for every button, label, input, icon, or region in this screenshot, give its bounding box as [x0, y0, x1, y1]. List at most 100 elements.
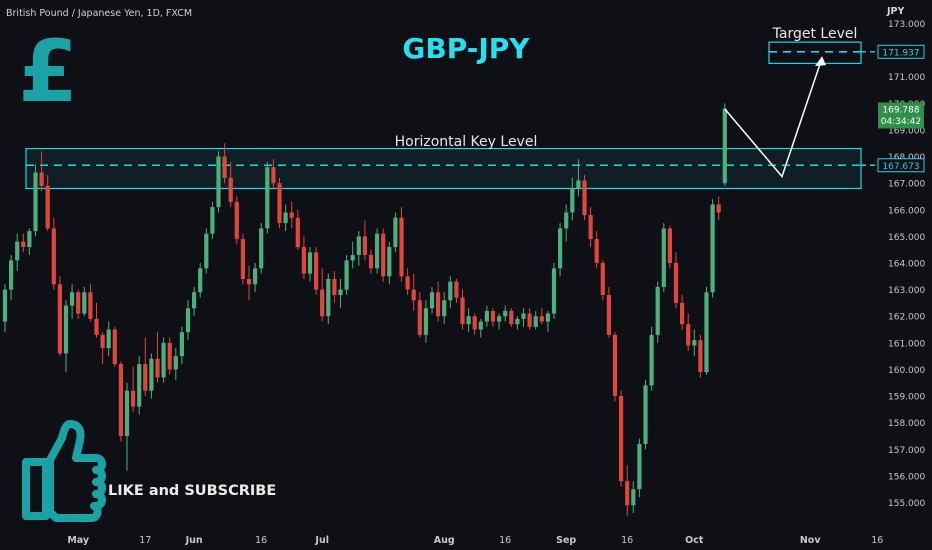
- candle-body: [332, 278, 337, 295]
- candle-body: [551, 268, 557, 314]
- candle-body: [399, 217, 404, 277]
- candle-body: [692, 340, 697, 346]
- price-tick-label: 162.000: [888, 313, 925, 323]
- candle-body: [228, 177, 233, 202]
- candle-body: [265, 167, 270, 229]
- candle-body: [698, 340, 703, 373]
- time-tick-label: Sep: [556, 535, 576, 546]
- candle-body: [112, 329, 117, 365]
- candle-body: [576, 180, 581, 189]
- candle-body: [429, 292, 435, 309]
- candle-body: [106, 329, 111, 349]
- candle-body: [246, 278, 252, 285]
- time-tick-label: Oct: [685, 535, 704, 546]
- candle-body: [185, 308, 191, 333]
- candle-body: [521, 313, 526, 319]
- candle-body: [478, 321, 483, 330]
- svg-text:£: £: [18, 22, 78, 122]
- candle-body: [326, 278, 331, 317]
- candle-body: [448, 281, 453, 301]
- price-tick-label: 157.000: [888, 446, 925, 456]
- price-tick-label: 169.000: [888, 126, 925, 136]
- price-tick-label: 158.000: [888, 419, 925, 429]
- candle-body: [631, 489, 636, 506]
- candle-body: [503, 310, 508, 317]
- candle-body: [320, 289, 325, 317]
- candle-body: [509, 310, 514, 325]
- candle-body: [137, 364, 142, 407]
- candle-body: [198, 268, 203, 293]
- price-tick-label: 167.000: [888, 180, 925, 190]
- candle-body: [637, 443, 642, 490]
- candle-body: [210, 207, 215, 234]
- candle-body: [527, 313, 532, 327]
- candle-body: [625, 481, 630, 506]
- candle-body: [70, 292, 75, 306]
- candle-body: [405, 276, 410, 290]
- countdown-label: 04:34:42: [881, 117, 921, 127]
- candle-body: [368, 255, 374, 269]
- price-axis-unit: JPY: [886, 6, 904, 17]
- candle-body: [417, 300, 422, 335]
- candle-body: [387, 247, 392, 277]
- candle-body: [179, 332, 184, 357]
- target-zone: [768, 41, 878, 65]
- candle-body: [588, 215, 593, 240]
- target-price-tag: 171.937: [877, 44, 925, 59]
- candle-body: [436, 292, 441, 317]
- candle-body: [704, 292, 709, 373]
- price-tick-label: 160.000: [888, 366, 925, 376]
- candle-body: [295, 217, 300, 248]
- candle-body: [94, 318, 99, 335]
- candle-body: [307, 252, 313, 274]
- price-tick-label: 155.000: [888, 499, 925, 509]
- candle-body: [600, 263, 605, 295]
- candle-body: [564, 212, 569, 229]
- candle-body: [259, 228, 264, 269]
- price-axis: 173.000172.000171.000170.000169.000168.0…: [888, 20, 925, 509]
- like-subscribe-label: LIKE and SUBSCRIBE: [108, 483, 276, 499]
- time-tick-label: Aug: [434, 535, 455, 546]
- target-price-label: 171.937: [882, 48, 919, 58]
- price-tick-label: 165.000: [888, 233, 925, 243]
- candle-body: [27, 231, 32, 248]
- candle-body: [271, 167, 276, 184]
- candle-body: [76, 292, 81, 314]
- key-level-label: Horizontal Key Level: [395, 134, 538, 150]
- candle-body: [515, 318, 520, 325]
- candle-body: [533, 316, 538, 327]
- time-tick-label: 16: [871, 535, 883, 546]
- price-tick-label: 159.000: [888, 393, 925, 403]
- candle-body: [131, 390, 136, 407]
- candle-body: [497, 316, 502, 322]
- candle-body: [381, 233, 386, 277]
- candle-body: [289, 212, 294, 218]
- key-level-box: [25, 147, 862, 190]
- time-tick-label: 16: [499, 535, 511, 546]
- candle-body: [9, 260, 14, 290]
- key-level-zone: [25, 147, 878, 190]
- time-axis: May 17 Jun 16 Jul Aug 16 Sep 16 Oct Nov 16: [67, 535, 883, 546]
- candle-body: [82, 292, 87, 314]
- time-tick-label: Nov: [800, 535, 821, 546]
- candle-body: [51, 228, 56, 285]
- candle-body: [15, 241, 20, 261]
- price-tick-label: 166.000: [888, 206, 925, 216]
- symbol-description: British Pound / Japanese Yen, 1D, FXCM: [6, 8, 192, 19]
- candle-body: [582, 180, 587, 216]
- candle-body: [375, 233, 380, 269]
- candle-body: [423, 308, 428, 335]
- candle-body: [155, 358, 160, 378]
- chart-title: GBP-JPY: [402, 32, 530, 65]
- time-tick-label: Jun: [185, 535, 203, 546]
- candle-body: [2, 289, 8, 322]
- candle-body: [167, 342, 172, 370]
- key-level-price-tag: 167.673: [877, 158, 925, 173]
- key-level-price-label: 167.673: [882, 162, 919, 172]
- candle-body: [124, 390, 130, 436]
- projection-path: [724, 57, 823, 179]
- candle-body: [655, 286, 660, 335]
- price-tick-label: 156.000: [888, 472, 925, 482]
- price-tick-label: 171.000: [888, 73, 925, 83]
